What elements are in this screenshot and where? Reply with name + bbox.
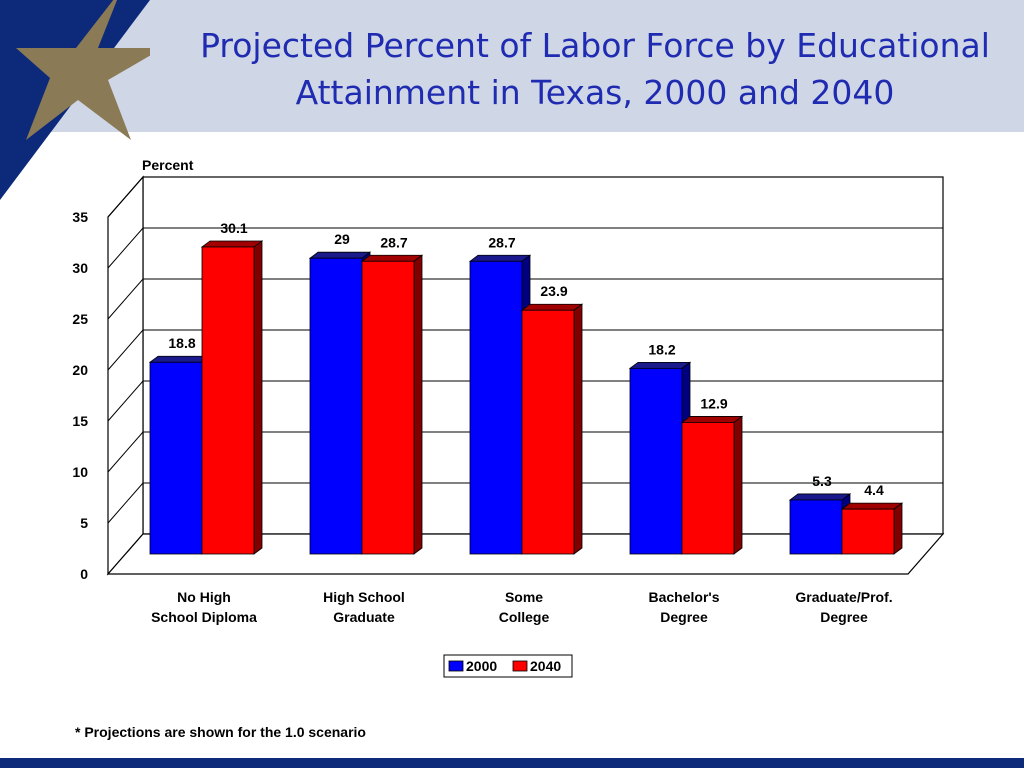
- data-label: 5.3: [812, 473, 832, 489]
- bar-top: [840, 502, 904, 510]
- y-tick-label: 20: [72, 362, 88, 378]
- footnote: * Projections are shown for the 1.0 scen…: [75, 724, 366, 740]
- data-label: 23.9: [540, 283, 567, 299]
- gridline: [107, 176, 943, 218]
- legend-label: 2040: [530, 658, 561, 674]
- bar-side: [573, 303, 583, 555]
- bar-chart: 0 5 10 15 20 25 30 35 Percent 18.8 30.1 No High Scho…: [72, 157, 945, 678]
- bar: [681, 422, 735, 555]
- bottom-bar: [0, 758, 1024, 768]
- header-band: [0, 0, 1024, 132]
- x-tick-label: Degree: [660, 609, 708, 625]
- data-label: 12.9: [700, 395, 727, 411]
- y-tick-label: 0: [80, 566, 88, 582]
- legend-box: [443, 654, 573, 678]
- bar: [841, 508, 895, 555]
- bar-side: [893, 502, 903, 555]
- data-label: 4.4: [864, 482, 884, 498]
- bar-top: [148, 355, 212, 363]
- bar: [149, 361, 203, 555]
- y-tick-label: 30: [72, 260, 88, 276]
- side-wall: [107, 175, 144, 576]
- x-tick-label: Graduate/Prof.: [795, 589, 892, 605]
- star-icon: [16, 0, 150, 140]
- bar-side: [733, 415, 743, 555]
- data-label: 18.8: [168, 335, 195, 351]
- bar: [469, 260, 523, 555]
- legend-swatch: [512, 660, 528, 672]
- x-tick-label: School Diploma: [151, 609, 257, 625]
- y-tick-label: 35: [72, 209, 88, 225]
- bar-top: [628, 361, 692, 369]
- x-tick-label: Graduate: [333, 609, 395, 625]
- data-label: 30.1: [220, 220, 247, 236]
- bar-top: [308, 251, 372, 259]
- bar: [361, 260, 415, 555]
- x-tick-label: Some: [505, 589, 543, 605]
- bar-side: [253, 240, 263, 555]
- bar: [309, 257, 363, 555]
- x-tick-label: College: [499, 609, 550, 625]
- x-tick-label: No High: [177, 589, 231, 605]
- bar-top: [520, 303, 584, 311]
- legend-swatch: [448, 660, 464, 672]
- bar-top: [200, 240, 264, 248]
- gridline: [107, 278, 943, 320]
- bar-side: [413, 254, 423, 555]
- data-label: 29: [334, 231, 350, 247]
- y-tick-label: 10: [72, 464, 88, 480]
- bar: [789, 499, 843, 555]
- y-axis-title: Percent: [142, 157, 194, 173]
- slide-title: Projected Percent of Labor Force by Educ…: [170, 22, 1020, 116]
- bar-top: [468, 254, 532, 262]
- gridline: [107, 329, 943, 371]
- data-label: 28.7: [380, 234, 407, 250]
- gridline: [107, 227, 943, 269]
- title-line-2: Attainment in Texas, 2000 and 2040: [295, 73, 895, 112]
- data-label: 18.2: [648, 341, 675, 357]
- title-line-1: Projected Percent of Labor Force by Educ…: [200, 26, 990, 65]
- y-tick-label: 15: [72, 413, 88, 429]
- y-tick-label: 5: [80, 515, 88, 531]
- bar: [521, 309, 575, 555]
- x-tick-label: Degree: [820, 609, 868, 625]
- bar-top: [788, 493, 852, 501]
- legend-label: 2000: [466, 658, 497, 674]
- x-tick-label: Bachelor's: [648, 589, 719, 605]
- bar: [629, 367, 683, 555]
- bar-top: [360, 254, 424, 262]
- x-tick-label: High School: [323, 589, 405, 605]
- bar: [201, 246, 255, 555]
- data-label: 28.7: [488, 234, 515, 250]
- y-tick-label: 25: [72, 311, 88, 327]
- bar-top: [680, 416, 744, 423]
- star-logo: [0, 0, 150, 200]
